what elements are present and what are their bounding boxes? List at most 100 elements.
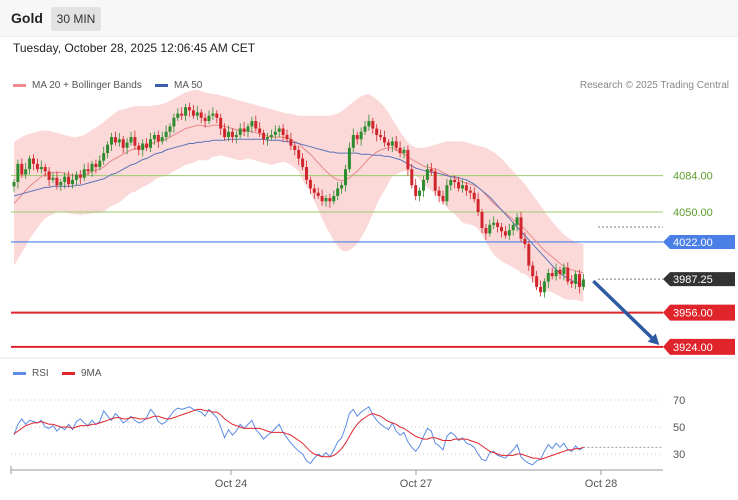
candle-body <box>94 163 98 168</box>
candle-body <box>137 145 141 150</box>
candle-body <box>110 137 113 145</box>
candle-body <box>102 153 106 161</box>
candle-body <box>67 176 71 185</box>
candle-body <box>176 113 180 118</box>
candle-body <box>297 149 301 159</box>
candle-body <box>570 281 574 284</box>
candle-body <box>472 192 476 200</box>
candle-body <box>149 139 152 148</box>
legend-swatch-rsi-ma <box>62 372 75 375</box>
time-axis-label: Oct 27 <box>400 478 432 490</box>
last-price-label: 3987.25 <box>673 274 713 286</box>
timeframe-button[interactable]: 30 MIN <box>51 7 101 31</box>
candle-body <box>242 128 246 132</box>
support-label-1: 3956.00 <box>673 308 713 320</box>
candle-body <box>230 131 234 138</box>
candle-body <box>254 121 258 129</box>
time-axis-label: Oct 28 <box>585 478 617 490</box>
candle-body <box>113 137 117 143</box>
rsi-ma-line <box>13 408 584 460</box>
candle-body <box>78 174 82 178</box>
candle-body <box>184 107 188 116</box>
candle-body <box>219 117 223 129</box>
legend-swatch-ma50 <box>155 84 168 87</box>
candle-body <box>562 267 566 275</box>
candle-body <box>328 198 332 202</box>
candle-body <box>531 265 535 277</box>
candle-body <box>507 230 511 236</box>
candle-body <box>542 281 546 293</box>
rsi-tick-label: 70 <box>673 395 685 407</box>
candle-body <box>39 167 43 170</box>
candle-body <box>98 160 102 168</box>
candle-body <box>379 134 383 138</box>
candle-body <box>351 134 355 148</box>
candle-body <box>273 131 277 135</box>
candle-body <box>223 128 227 138</box>
candle-body <box>437 190 441 196</box>
candle-body <box>410 169 414 186</box>
candle-body <box>301 158 305 168</box>
rsi-line <box>13 406 584 466</box>
candle-body <box>281 128 285 135</box>
candle-body <box>180 113 184 116</box>
candle-body <box>492 222 496 225</box>
instrument-title: Gold <box>11 10 43 26</box>
candle-body <box>141 143 145 150</box>
candle-body <box>464 185 468 191</box>
legend-swatch-ma20 <box>13 84 26 87</box>
candle-body <box>234 134 238 138</box>
candle-body <box>394 141 398 148</box>
candle-body <box>550 272 554 277</box>
candle-body <box>527 244 531 266</box>
candle-body <box>227 131 230 138</box>
candle-body <box>344 169 347 186</box>
candle-body <box>172 117 176 127</box>
forecast-arrow-head <box>647 333 660 345</box>
candle-body <box>59 182 63 186</box>
candle-body <box>51 177 55 180</box>
candle-body <box>129 137 133 143</box>
candle-body <box>398 147 402 154</box>
candle-body <box>106 144 110 154</box>
candle-body <box>32 158 35 164</box>
candle-body <box>461 185 464 189</box>
candle-body <box>191 110 195 116</box>
candle-body <box>277 128 281 132</box>
candle-body <box>574 274 578 284</box>
candle-body <box>390 141 394 146</box>
candle-body <box>43 167 47 172</box>
resistance-label-2: 4050.00 <box>673 207 713 219</box>
candle-body <box>457 182 461 189</box>
candle-body <box>285 134 289 140</box>
candle-body <box>320 195 324 202</box>
rsi-tick-label: 30 <box>673 449 685 461</box>
candle-body <box>47 171 51 180</box>
candle-body <box>433 171 437 191</box>
credit-text: Research © 2025 Trading Central <box>579 80 729 91</box>
candle-body <box>133 137 137 146</box>
candle-body <box>117 139 121 143</box>
candle-body <box>581 279 585 287</box>
candle-body <box>55 177 59 186</box>
support-badge-2 <box>663 338 735 355</box>
candle-body <box>266 137 269 140</box>
candle-body <box>429 169 433 172</box>
chart-datetime: Tuesday, October 28, 2025 12:06:45 AM CE… <box>13 41 256 55</box>
candle-body <box>418 190 422 196</box>
candle-body <box>324 198 328 202</box>
candle-body <box>535 276 539 287</box>
candle-body <box>293 145 297 150</box>
ma50-line <box>13 138 584 286</box>
candle-body <box>340 185 344 189</box>
forecast-arrow-shaft <box>592 279 657 343</box>
candle-body <box>468 190 472 193</box>
candle-body <box>82 169 86 178</box>
candle-body <box>238 128 242 135</box>
legend-ma20-label: MA 20 + Bollinger Bands <box>32 80 142 91</box>
candle-body <box>121 139 125 148</box>
candle-body <box>12 182 16 187</box>
candle-body <box>496 222 500 227</box>
candle-body <box>195 112 199 116</box>
candle-body <box>554 269 558 277</box>
